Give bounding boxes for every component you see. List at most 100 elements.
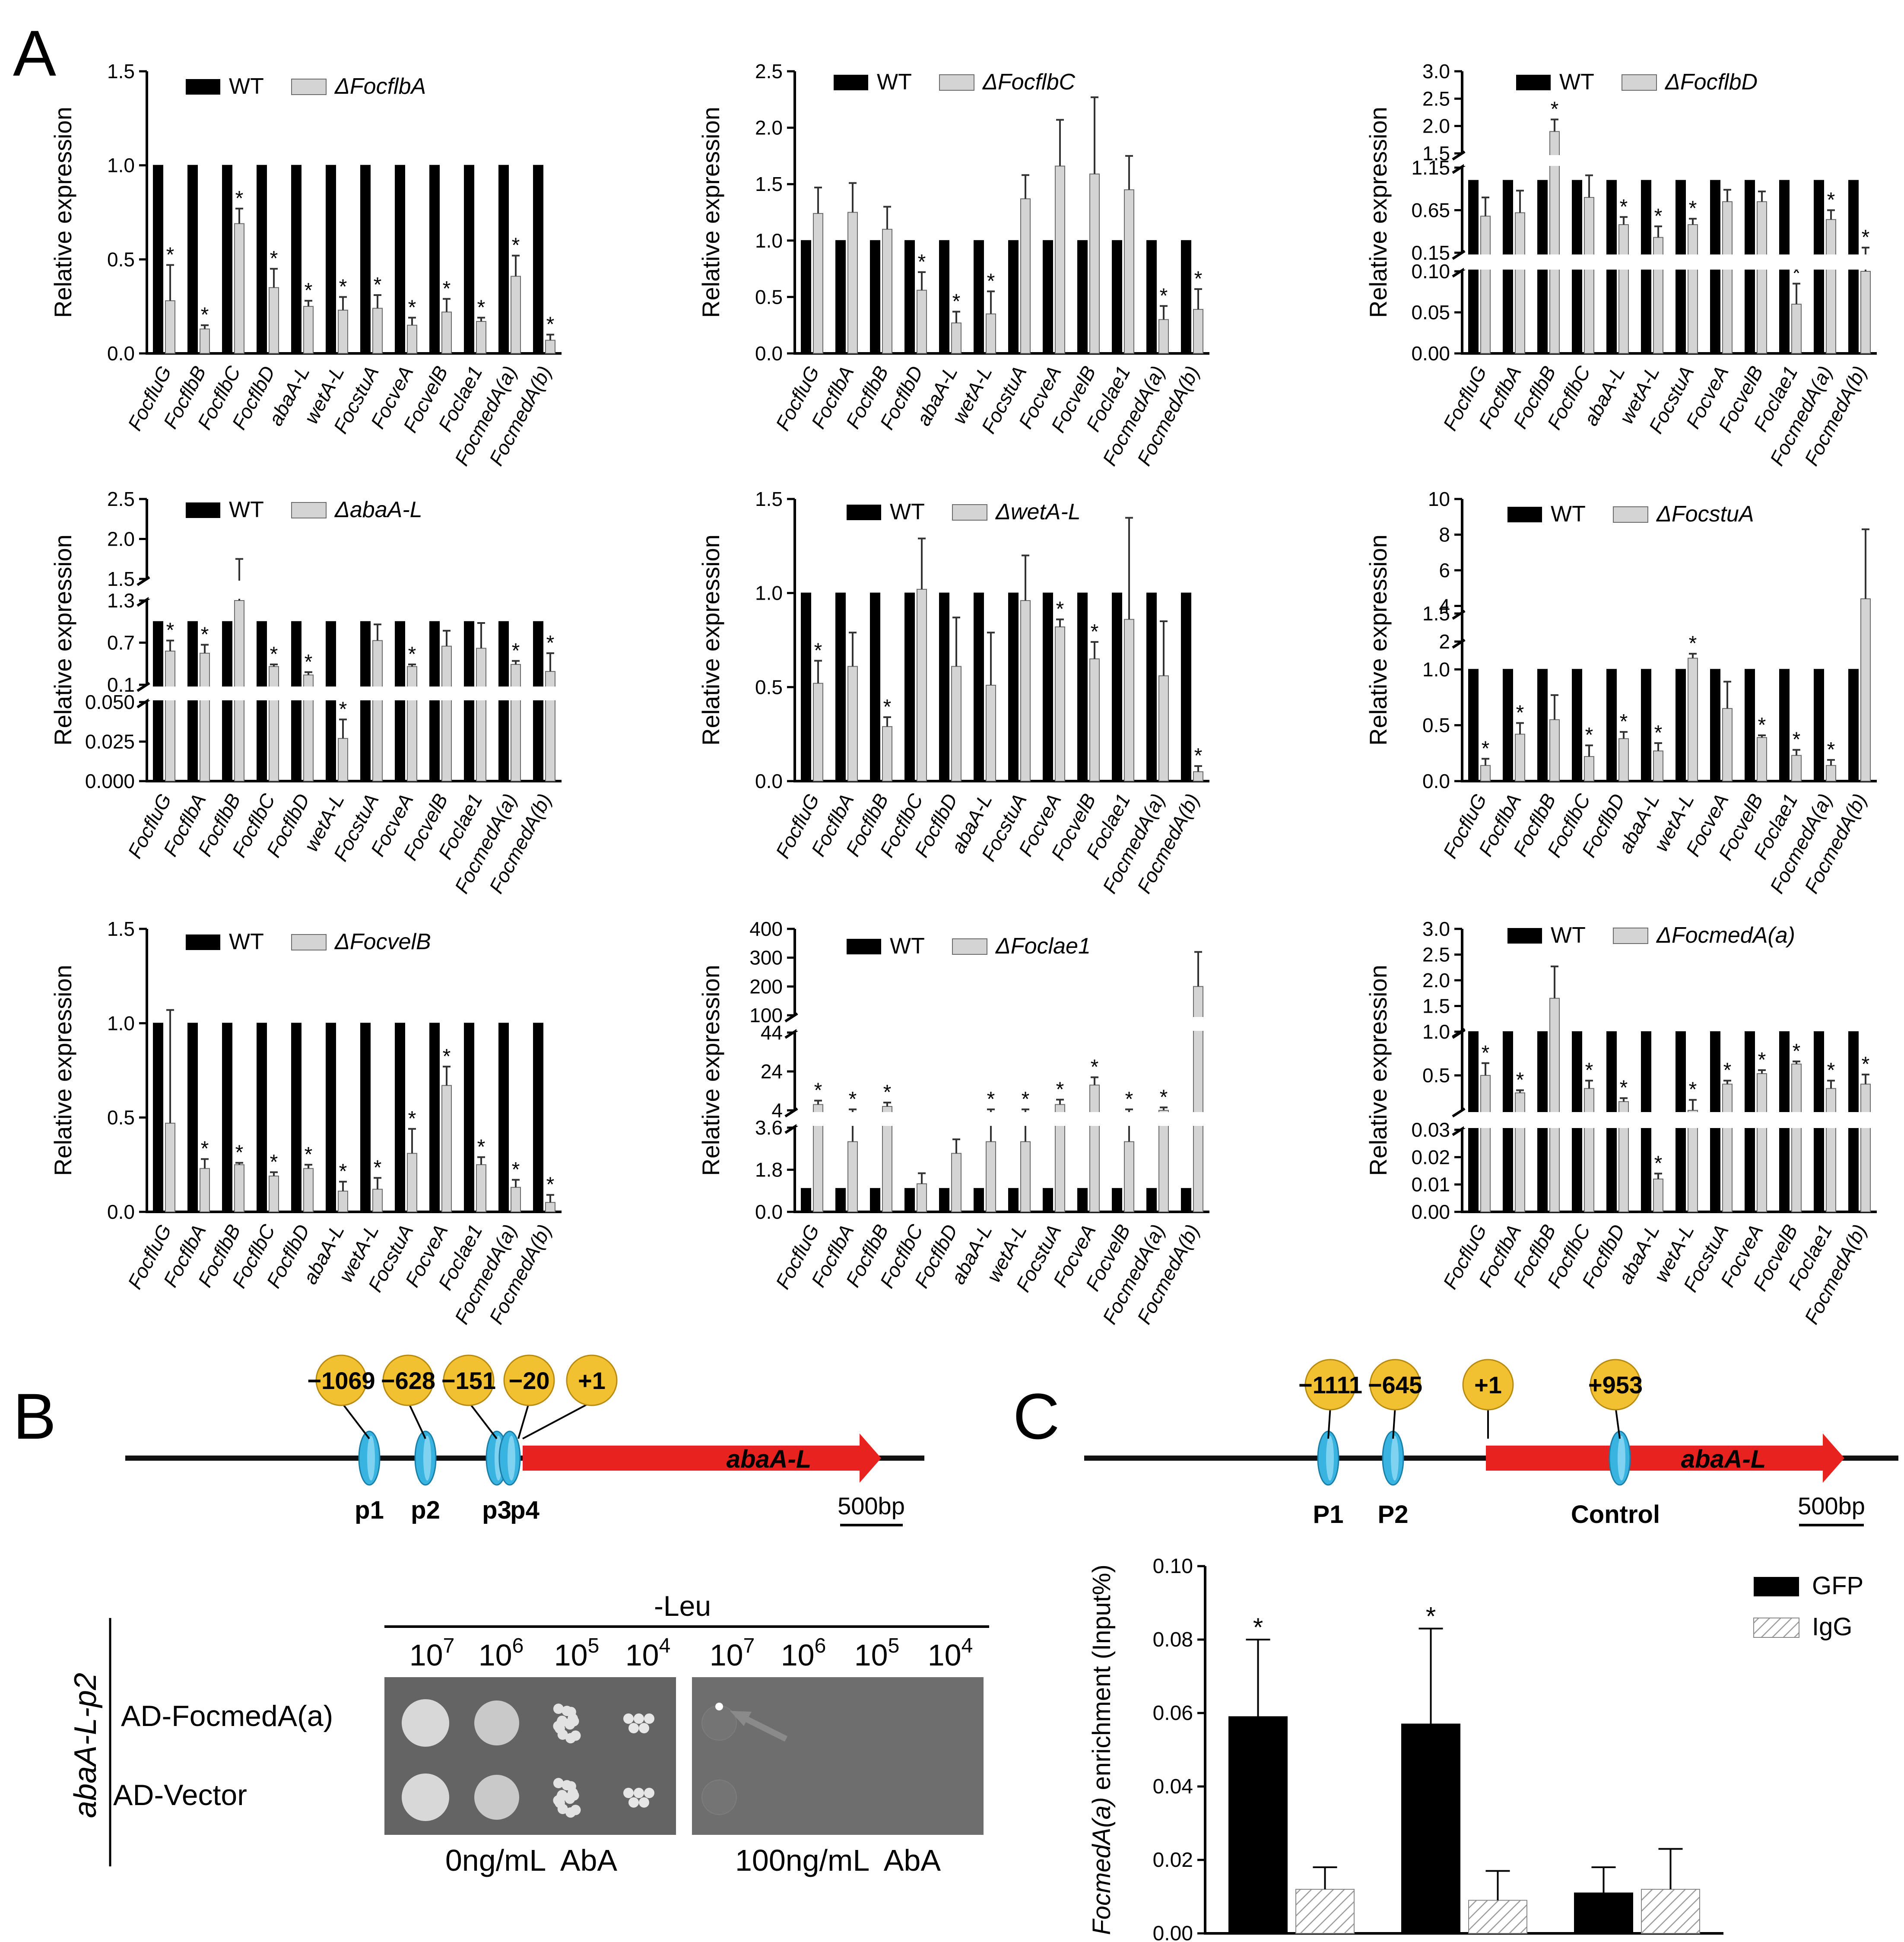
significance-mark: * — [1091, 1056, 1099, 1079]
site-label: p4 — [510, 1496, 539, 1524]
y-tick-label: 4 — [771, 1099, 783, 1122]
significance-mark: * — [546, 1173, 555, 1196]
position-bubble-label: −20 — [509, 1367, 550, 1394]
significance-mark: * — [918, 251, 926, 273]
y-tick-label: 1.5 — [1422, 142, 1450, 165]
bar-WT — [222, 165, 232, 354]
dilution-base: 10 — [554, 1638, 588, 1672]
y-tick-label: 0.7 — [107, 632, 135, 654]
significance-mark: * — [1056, 598, 1064, 621]
bar-ΔFocflbC — [1124, 189, 1134, 354]
bar-WT — [464, 1023, 474, 1212]
y-tick-label: 2.0 — [1422, 969, 1450, 992]
significance-mark: * — [1426, 1602, 1436, 1631]
colony-small — [639, 1723, 649, 1733]
legend-swatch-mutant — [291, 502, 327, 518]
y-tick-label: 0.0 — [755, 1201, 783, 1223]
bar-WT — [1008, 240, 1019, 354]
legend-swatch-wt — [186, 79, 220, 95]
scale-bar-label: 500bp — [838, 1492, 905, 1519]
significance-mark: * — [1482, 1042, 1490, 1065]
bar-WT — [1112, 240, 1122, 354]
dilution-exponent: 6 — [512, 1634, 524, 1657]
panel-c-promoter-diagram: abaA-L P1 P2 Control −1111 −645 +1 +953 500bp — [1084, 1359, 1898, 1529]
bar-ΔFocmedA(a) — [1480, 1075, 1491, 1212]
bar-ΔFocmedA(a) — [1722, 1084, 1733, 1212]
axis-break-mark — [136, 576, 150, 586]
bar-ΔFoclae1 — [986, 1141, 996, 1212]
y-tick-label: 0.05 — [1411, 301, 1450, 324]
axis-break-mark — [784, 1124, 798, 1134]
bar-ΔFocmedA(a) — [1860, 1084, 1871, 1212]
y-tick-label: 0.00 — [1411, 342, 1450, 365]
bar-ΔFocvelB — [441, 1085, 452, 1213]
position-bubble — [566, 1354, 618, 1406]
legend-label-mutant: ΔFocstuA — [1656, 502, 1754, 527]
colony-small — [623, 1788, 634, 1798]
legend-label-mutant: ΔFocmedA(a) — [1656, 923, 1795, 948]
bar-ΔFocstuA — [1584, 756, 1594, 782]
bar-WT — [870, 1188, 880, 1212]
bar-WT — [326, 1023, 336, 1212]
bar-WT — [1043, 1188, 1053, 1212]
significance-mark: * — [1091, 620, 1099, 643]
bar-WT — [1043, 240, 1053, 354]
significance-mark: * — [201, 1138, 209, 1160]
axis-gap — [797, 1112, 1211, 1126]
colony-cluster — [553, 1704, 564, 1714]
bar-WT — [429, 621, 440, 782]
colony-small — [639, 1797, 649, 1808]
legend-label-wt: WT — [1551, 923, 1586, 948]
bar-IgG — [1468, 1900, 1527, 1934]
position-leader — [340, 1401, 370, 1440]
significance-mark: * — [1654, 1152, 1663, 1175]
bar-GFP — [1401, 1723, 1460, 1934]
significance-mark: * — [270, 247, 278, 270]
significance-mark: * — [1585, 1059, 1593, 1082]
axis-gap — [149, 687, 563, 700]
significance-mark: * — [1022, 1088, 1030, 1111]
bar-WT — [291, 1023, 301, 1212]
colony-small — [644, 1788, 654, 1798]
y-tick-label: 0.1 — [107, 674, 135, 696]
position-leader — [407, 1402, 426, 1439]
bar-WT — [801, 240, 811, 354]
y-tick-label: 200 — [749, 975, 783, 998]
dilution-exponent: 4 — [659, 1634, 671, 1657]
colony-cluster — [557, 1729, 568, 1740]
bar-WT — [187, 165, 198, 354]
y-axis-label: Relative expression — [49, 965, 76, 1176]
axis-break-mark — [136, 698, 150, 709]
bar-ΔabaA-L — [338, 738, 348, 782]
site-label-c: P1 — [1313, 1500, 1344, 1529]
bar-ΔFoclae1 — [1020, 1141, 1031, 1212]
dilution-exponent: 7 — [743, 1634, 755, 1657]
dilution-label: 104 — [625, 1634, 671, 1672]
bar-ΔFocflbD — [1584, 197, 1594, 354]
bar-WT — [222, 621, 232, 782]
bar-ΔabaA-L — [511, 664, 521, 782]
bar-WT — [904, 592, 915, 782]
bar-WT — [533, 165, 543, 354]
legend-label-wt: WT — [229, 929, 264, 954]
bar-ΔFocmedA(a) — [1653, 1179, 1663, 1212]
bar-ΔwetA-L — [882, 726, 892, 782]
significance-mark: * — [1862, 1053, 1870, 1076]
significance-mark: * — [1827, 738, 1835, 761]
bar-ΔFocflbA — [441, 311, 452, 354]
y-label-gene: FocmedA(a) — [1088, 1790, 1116, 1935]
bar-ΔwetA-L — [1124, 619, 1134, 782]
bar-ΔFocmedA(a) — [1791, 1063, 1802, 1213]
y-tick-label: 3.0 — [1422, 918, 1450, 940]
legend-swatch-wt — [834, 75, 868, 90]
y-tick-label: 0.08 — [1153, 1628, 1193, 1651]
bar-ΔwetA-L — [917, 588, 927, 782]
y-tick-label: 1.5 — [107, 568, 135, 590]
bar-WT — [429, 165, 440, 354]
bar-WT — [153, 165, 163, 354]
y-tick-label: 3.6 — [755, 1116, 783, 1139]
bar-ΔabaA-L — [441, 645, 452, 782]
